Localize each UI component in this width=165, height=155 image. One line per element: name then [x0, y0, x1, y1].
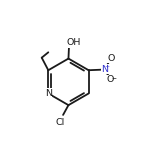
Text: N: N — [45, 89, 52, 98]
Text: Cl: Cl — [55, 118, 64, 127]
Text: O: O — [107, 75, 114, 84]
Text: N: N — [101, 64, 108, 73]
Text: −: − — [112, 76, 116, 81]
Text: O: O — [107, 54, 115, 63]
Text: +: + — [105, 64, 110, 69]
Text: OH: OH — [66, 38, 81, 47]
